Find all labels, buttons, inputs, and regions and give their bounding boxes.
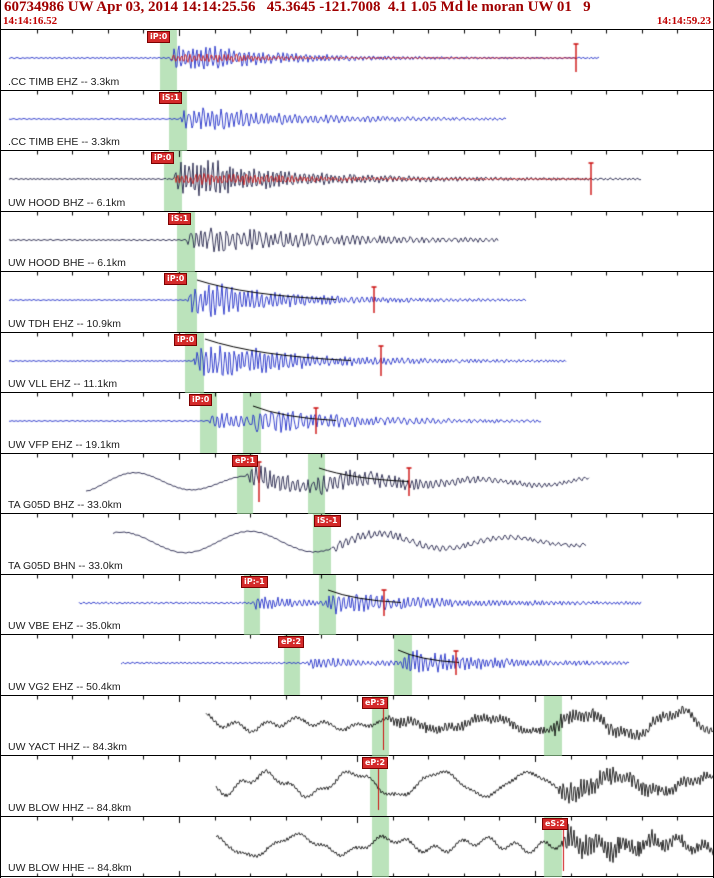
seismogram-canvas[interactable] <box>1 30 713 90</box>
window-end-time: 14:14:59.23 <box>656 15 711 27</box>
station-label: UW HOOD BHZ -- 6.1km <box>8 196 126 209</box>
phase-pick-label: eS:2 <box>545 818 565 828</box>
phase-pick-label: iS:1 <box>171 213 189 223</box>
station-label: UW TDH EHZ -- 10.9km <box>8 317 121 330</box>
phase-pick-flag[interactable]: eS:2 <box>542 817 568 830</box>
seismogram-canvas[interactable] <box>1 211 713 272</box>
phase-pick-label: iP:0 <box>192 395 210 404</box>
station-label: UW VG2 EHZ -- 50.4km <box>8 680 121 693</box>
seismogram-canvas[interactable] <box>1 574 713 635</box>
trace-panel: iS:-1 TA G05D BHN -- 33.0km <box>1 514 713 575</box>
trace-panel: eP:2 UW BLOW HHZ -- 84.8km <box>1 756 713 817</box>
station-label: TA G05D BHN -- 33.0km <box>8 559 123 572</box>
phase-pick-flag[interactable]: iP:0 <box>147 31 171 43</box>
trace-panel: iP:0 UW TDH EHZ -- 10.9km <box>1 272 713 333</box>
station-label: .CC TIMB EHE -- 3.3km <box>8 136 120 148</box>
station-label: UW HOOD BHE -- 6.1km <box>8 257 126 269</box>
phase-pick-flag[interactable]: iP:0 <box>164 273 188 285</box>
phase-pick-flag[interactable]: iS:1 <box>168 212 192 225</box>
phase-pick-flag[interactable]: iP:0 <box>189 394 213 406</box>
event-header: 60734986 UW Apr 03, 2014 14:14:25.56 45.… <box>1 0 713 30</box>
phase-pick-flag[interactable]: iP:-1 <box>241 575 268 588</box>
trace-panel: eP:1 TA G05D BHZ -- 33.0km <box>1 453 713 514</box>
phase-pick-flag[interactable]: iS:1 <box>159 91 183 104</box>
seismogram-canvas[interactable] <box>1 756 713 816</box>
trace-panel: iP:-1 UW VBE EHZ -- 35.0km <box>1 574 713 635</box>
station-label: UW YACT HHZ -- 84.3km <box>8 741 128 753</box>
seismogram-canvas[interactable] <box>1 272 713 332</box>
seismogram-canvas[interactable] <box>1 816 713 877</box>
phase-pick-label: iP:0 <box>167 274 185 283</box>
phase-pick-label: iS:1 <box>162 92 180 102</box>
station-label: UW VFP EHZ -- 19.1km <box>8 438 120 451</box>
station-label: UW VBE EHZ -- 35.0km <box>8 620 121 632</box>
trace-panel: eP:2 UW VG2 EHZ -- 50.4km <box>1 635 713 696</box>
window-start-time: 14:14:16.52 <box>3 15 58 27</box>
phase-pick-label: eP:2 <box>365 758 386 767</box>
trace-panel: iP:0 UW HOOD BHZ -- 6.1km <box>1 151 713 212</box>
trace-panel: iS:1 UW HOOD BHE -- 6.1km <box>1 211 713 272</box>
trace-panel: eS:2 UW BLOW HHE -- 84.8km <box>1 816 713 877</box>
seismogram-canvas[interactable] <box>1 393 713 453</box>
station-label: TA G05D BHZ -- 33.0km <box>8 499 122 511</box>
phase-pick-flag[interactable]: eP:2 <box>362 757 389 769</box>
station-label: .CC TIMB EHZ -- 3.3km <box>8 75 120 88</box>
phase-pick-label: iP:0 <box>150 32 168 41</box>
phase-pick-label: eP:2 <box>281 637 302 646</box>
time-window-row: 14:14:16.52 14:14:59.23 <box>3 15 711 27</box>
seismogram-canvas[interactable] <box>1 635 713 695</box>
phase-pick-label: iP:0 <box>177 334 195 344</box>
trace-panel: iS:1 .CC TIMB EHE -- 3.3km <box>1 90 713 151</box>
phase-pick-flag[interactable]: iS:-1 <box>314 515 341 527</box>
phase-pick-flag[interactable]: eP:2 <box>278 636 305 648</box>
phase-pick-flag[interactable]: iP:0 <box>151 152 175 164</box>
phase-pick-label: eP:1 <box>235 455 256 465</box>
seismogram-canvas[interactable] <box>1 514 713 574</box>
seismogram-canvas[interactable] <box>1 151 713 211</box>
trace-panel: iP:0 UW VLL EHZ -- 11.1km <box>1 332 713 393</box>
seismogram-canvas[interactable] <box>1 453 713 514</box>
station-label: UW BLOW HHE -- 84.8km <box>8 862 132 874</box>
phase-pick-label: iP:0 <box>154 153 172 162</box>
phase-pick-flag[interactable]: eP:1 <box>232 454 259 467</box>
trace-panel: iP:0 UW VFP EHZ -- 19.1km <box>1 393 713 454</box>
phase-pick-label: iP:-1 <box>244 576 265 586</box>
event-summary-line: 60734986 UW Apr 03, 2014 14:14:25.56 45.… <box>4 0 591 15</box>
seismogram-canvas[interactable] <box>1 90 713 151</box>
seismogram-canvas[interactable] <box>1 332 713 393</box>
phase-pick-label: eP:3 <box>365 697 386 707</box>
phase-pick-flag[interactable]: eP:3 <box>362 696 389 709</box>
phase-pick-flag[interactable]: iP:0 <box>174 333 198 346</box>
seismogram-canvas[interactable] <box>1 695 713 756</box>
phase-pick-label: iS:-1 <box>317 516 338 525</box>
trace-panel: iP:0 .CC TIMB EHZ -- 3.3km <box>1 30 713 91</box>
station-label: UW BLOW HHZ -- 84.8km <box>8 801 132 814</box>
station-label: UW VLL EHZ -- 11.1km <box>8 378 118 390</box>
trace-panel: eP:3 UW YACT HHZ -- 84.3km <box>1 695 713 756</box>
